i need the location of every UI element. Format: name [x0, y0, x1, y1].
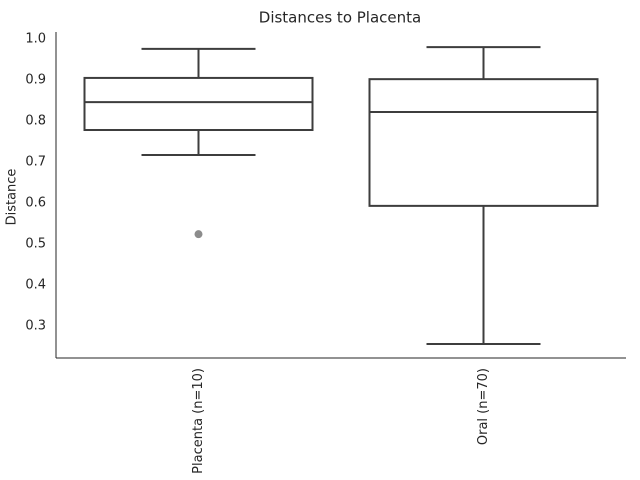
y-tick-label: 0.4: [25, 278, 46, 293]
y-tick-label: 1.0: [25, 31, 46, 46]
y-tick-label: 0.7: [25, 154, 46, 169]
y-tick-label: 0.8: [25, 113, 46, 128]
outlier: [194, 230, 203, 239]
y-tick-label: 0.9: [25, 72, 46, 87]
box: [83, 76, 314, 132]
x-tick-label: Placenta (n=10): [191, 368, 206, 474]
y-tick-label: 0.3: [25, 319, 46, 334]
y-axis-label: Distance: [5, 169, 20, 226]
y-tick-label: 0.6: [25, 195, 46, 210]
chart-title: Distances to Placenta: [259, 9, 421, 27]
y-tick-label: 0.5: [25, 237, 46, 252]
x-tick-label: Oral (n=70): [476, 368, 491, 445]
box: [368, 78, 599, 207]
